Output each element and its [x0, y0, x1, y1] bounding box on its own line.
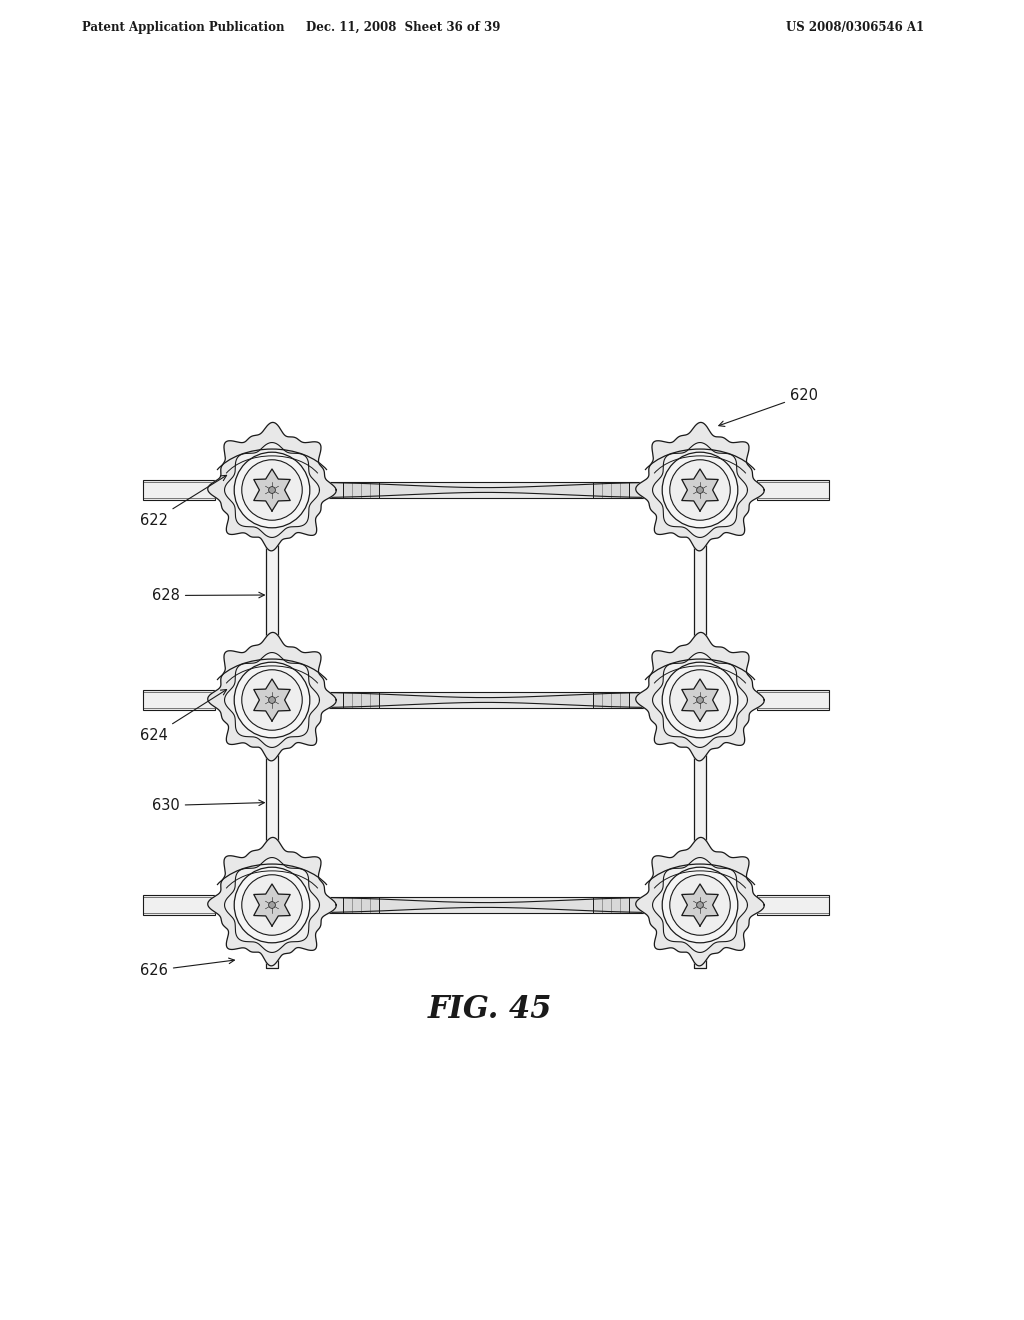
- Bar: [343, 898, 379, 913]
- Polygon shape: [636, 632, 764, 760]
- Circle shape: [696, 697, 703, 704]
- Bar: [143, 895, 215, 915]
- Bar: [593, 482, 629, 498]
- Bar: [143, 690, 215, 710]
- Polygon shape: [636, 422, 764, 550]
- Polygon shape: [254, 884, 290, 927]
- Polygon shape: [224, 442, 319, 537]
- Bar: [757, 895, 828, 915]
- Circle shape: [670, 875, 730, 936]
- Text: FIG. 45: FIG. 45: [428, 994, 552, 1026]
- Circle shape: [234, 453, 310, 528]
- Text: 622: 622: [140, 475, 226, 528]
- Polygon shape: [208, 422, 336, 550]
- Circle shape: [670, 669, 730, 730]
- Circle shape: [268, 902, 275, 908]
- Text: 624: 624: [140, 689, 226, 743]
- Polygon shape: [682, 469, 718, 511]
- Bar: [278, 692, 694, 708]
- Text: US 2008/0306546 A1: US 2008/0306546 A1: [786, 21, 924, 33]
- Bar: [757, 690, 828, 710]
- Text: 620: 620: [719, 388, 818, 426]
- Polygon shape: [278, 692, 694, 708]
- Circle shape: [242, 875, 302, 936]
- Circle shape: [242, 669, 302, 730]
- Circle shape: [696, 487, 703, 494]
- Text: 626: 626: [140, 958, 234, 978]
- Polygon shape: [208, 632, 336, 760]
- Polygon shape: [208, 837, 336, 966]
- Bar: [266, 426, 278, 968]
- Polygon shape: [224, 652, 319, 747]
- Bar: [593, 898, 629, 913]
- Circle shape: [234, 867, 310, 942]
- Circle shape: [696, 902, 703, 908]
- Bar: [757, 480, 828, 500]
- Polygon shape: [254, 678, 290, 721]
- Polygon shape: [224, 858, 319, 953]
- Polygon shape: [652, 652, 748, 747]
- Bar: [278, 482, 694, 498]
- Polygon shape: [682, 678, 718, 721]
- Text: 628: 628: [152, 587, 264, 603]
- Bar: [278, 898, 694, 913]
- Bar: [694, 426, 706, 968]
- Bar: [343, 482, 379, 498]
- Circle shape: [242, 459, 302, 520]
- Polygon shape: [652, 442, 748, 537]
- Circle shape: [663, 663, 738, 738]
- Polygon shape: [254, 469, 290, 511]
- Bar: [593, 692, 629, 708]
- Circle shape: [663, 867, 738, 942]
- Bar: [143, 480, 215, 500]
- Polygon shape: [682, 884, 718, 927]
- Polygon shape: [652, 858, 748, 953]
- Circle shape: [234, 663, 310, 738]
- Circle shape: [268, 697, 275, 704]
- Polygon shape: [636, 837, 764, 966]
- Circle shape: [268, 487, 275, 494]
- Circle shape: [670, 459, 730, 520]
- Polygon shape: [278, 482, 694, 498]
- Text: Patent Application Publication: Patent Application Publication: [82, 21, 285, 33]
- Text: 630: 630: [152, 799, 264, 813]
- Circle shape: [663, 453, 738, 528]
- Text: Dec. 11, 2008  Sheet 36 of 39: Dec. 11, 2008 Sheet 36 of 39: [306, 21, 500, 33]
- Bar: [343, 692, 379, 708]
- Polygon shape: [278, 898, 694, 913]
